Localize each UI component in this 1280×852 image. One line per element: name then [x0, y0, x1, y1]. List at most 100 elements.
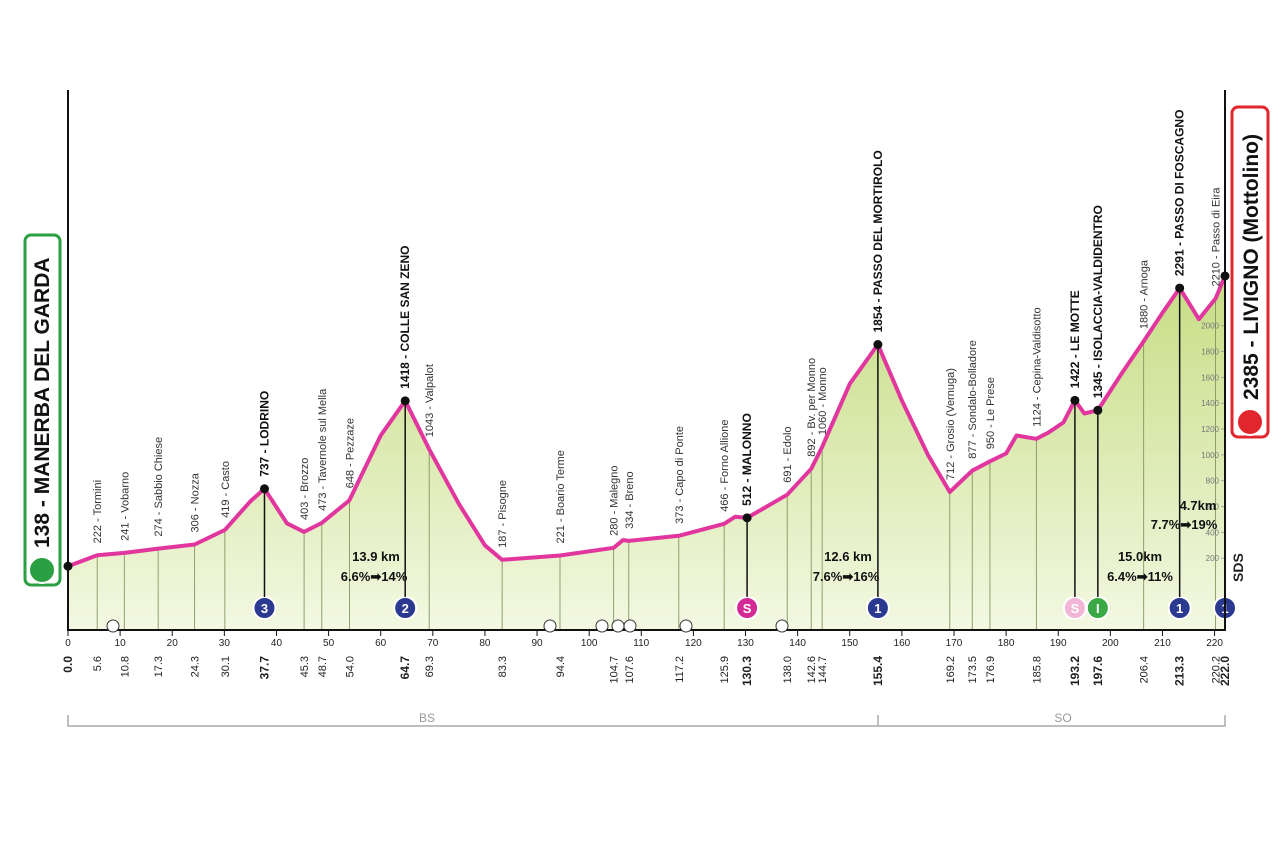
start-box	[23, 233, 62, 587]
x-tick-label: 50	[323, 638, 335, 649]
x-tick-label: 0	[65, 638, 71, 649]
finish-label: 2385 - LIVIGNO (Mottolino)	[1240, 134, 1263, 400]
waypoint-label: 1422 - LE MOTTE	[1068, 290, 1082, 388]
summit-dot	[400, 396, 410, 406]
y-tick-label: 1600	[1201, 373, 1219, 382]
region-label: SO	[1054, 711, 1071, 725]
km-label: 206.4	[1139, 656, 1151, 684]
waypoint-label: 1124 - Cepina-Valdisotto	[1031, 307, 1043, 426]
x-tick-label: 130	[737, 638, 754, 649]
km-label: 185.8	[1031, 656, 1043, 684]
waypoint-label: 1418 - COLLE SAN ZENO	[398, 245, 412, 388]
waypoint-label: 737 - LODRINO	[257, 391, 271, 477]
waypoint-label: 403 - Brozzo	[299, 458, 311, 520]
waypoint-label: 2210 - Passo di Eira	[1211, 187, 1223, 287]
road-symbols	[106, 619, 789, 633]
km-label: 155.4	[871, 656, 885, 686]
gradient-slope: 7.7%➡19%	[1151, 517, 1218, 532]
km-label: 94.4	[555, 656, 567, 677]
km-label: 24.3	[190, 656, 202, 677]
climb-label: S	[743, 601, 752, 616]
x-tick-label: 180	[998, 638, 1015, 649]
y-tick-label: 1000	[1201, 451, 1219, 460]
region-label: BS	[419, 711, 435, 725]
x-tick-label: 10	[115, 638, 127, 649]
km-label: 213.3	[1173, 656, 1187, 686]
waypoint-label: 280 - Malegno	[609, 466, 621, 536]
y-tick-label: 1200	[1201, 425, 1219, 434]
x-tick-label: 220	[1206, 638, 1223, 649]
waypoint-label: 512 - MALONNO	[740, 413, 754, 506]
km-label: 144.7	[817, 656, 829, 684]
waypoint-label: 473 - Tavernole sul Mella	[317, 388, 329, 511]
km-label: 10.8	[119, 656, 131, 677]
y-tick-label: 600	[1206, 503, 1220, 512]
km-label: 222.0	[1218, 656, 1232, 686]
summit-dot	[259, 484, 269, 494]
x-tick-label: 160	[894, 638, 911, 649]
profile-area	[68, 275, 1225, 630]
waypoint-label: 877 - Sondalo-Bolladore	[967, 340, 979, 459]
x-tick-label: 210	[1154, 638, 1171, 649]
climb-label: 3	[261, 601, 268, 616]
km-label: 30.1	[220, 656, 232, 677]
waypoint-label: 466 - Forno Allione	[719, 419, 731, 511]
waypoint-label: 892 - Bv. per Monno	[806, 358, 818, 457]
waypoint-label: 222 - Tormini	[92, 480, 104, 543]
km-label: 125.9	[719, 656, 731, 684]
km-label: 130.3	[740, 656, 754, 686]
x-tick-label: 110	[633, 638, 649, 649]
y-tick-label: 400	[1206, 528, 1220, 537]
km-label: 176.9	[985, 656, 997, 684]
gradient-distance: 13.9 km	[352, 549, 400, 564]
km-label: 193.2	[1068, 656, 1082, 686]
km-label: 45.3	[299, 656, 311, 677]
x-tick-label: 100	[581, 638, 598, 649]
x-tick-label: 120	[685, 638, 702, 649]
climb-label: I	[1096, 601, 1100, 616]
y-tick-label: 2000	[1201, 322, 1219, 331]
km-label: 37.7	[257, 656, 271, 680]
km-label: 69.3	[424, 656, 436, 677]
gradient-distance: 4.7km	[1180, 498, 1217, 513]
km-label: 107.6	[624, 656, 636, 684]
finish-box	[1230, 105, 1270, 439]
summit-dot	[742, 513, 752, 523]
summit-dot	[1070, 395, 1080, 405]
km-label: 220.2	[1211, 656, 1223, 684]
finish-icon	[1236, 408, 1264, 436]
climb-label: S	[1071, 601, 1080, 616]
km-label: 173.5	[967, 656, 979, 684]
waypoint-label: 334 - Breno	[624, 471, 636, 528]
km-label: 64.7	[398, 656, 412, 680]
y-tick-label: 200	[1206, 554, 1220, 563]
km-label: 142.6	[806, 656, 818, 684]
y-tick-label: 800	[1206, 477, 1220, 486]
y-tick-label: 1400	[1201, 399, 1219, 408]
gradient-slope: 6.4%➡11%	[1107, 569, 1173, 584]
climb-label: 1	[874, 601, 881, 616]
start-icon	[28, 556, 56, 584]
waypoint-label: 306 - Nozza	[190, 472, 202, 532]
x-tick-label: 20	[167, 638, 179, 649]
km-label: 5.6	[92, 656, 104, 671]
x-tick-label: 60	[375, 638, 387, 649]
logo: SDS	[1230, 553, 1246, 582]
km-label: 104.7	[609, 656, 621, 684]
start-label: 138 - MANERBA DEL GARDA	[31, 257, 54, 548]
waypoint-label: 712 - Grosio (Vernuga)	[945, 368, 957, 480]
km-label: 48.7	[317, 656, 329, 677]
x-tick-label: 70	[427, 638, 439, 649]
x-tick-label: 40	[271, 638, 283, 649]
km-label: 54.0	[344, 656, 356, 677]
waypoint-label: 187 - Pisogne	[497, 480, 509, 548]
region-brackets	[67, 715, 1226, 727]
x-tick-label: 150	[841, 638, 858, 649]
gradient-slope: 6.6%➡14%	[341, 569, 408, 584]
x-tick-label: 90	[531, 638, 543, 649]
waypoint-label: 419 - Casto	[220, 461, 232, 518]
gradient-distance: 12.6 km	[824, 549, 872, 564]
waypoint-label: 1854 - PASSO DEL MORTIROLO	[871, 150, 885, 332]
